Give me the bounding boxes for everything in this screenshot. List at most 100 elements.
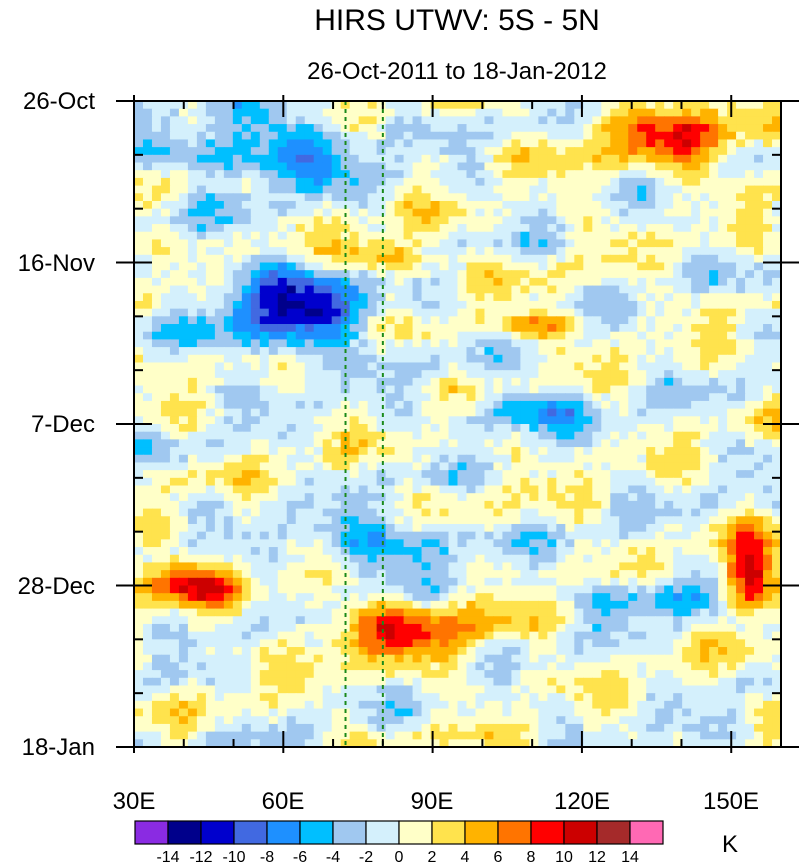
heatmap-cell <box>583 408 593 417</box>
heatmap-cell <box>376 593 387 602</box>
heatmap-cell <box>430 362 441 371</box>
heatmap-cell <box>304 308 315 317</box>
heatmap-cell <box>151 177 162 187</box>
heatmap-cell <box>160 124 171 133</box>
heatmap-cell <box>277 385 288 394</box>
heatmap-cell <box>772 470 781 479</box>
heatmap-cell <box>466 554 477 564</box>
heatmap-cell <box>349 539 360 548</box>
heatmap-cell <box>754 485 764 494</box>
heatmap-cell <box>340 239 351 248</box>
heatmap-cell <box>205 262 216 271</box>
heatmap-cell <box>241 623 252 633</box>
heatmap-cell <box>151 239 162 248</box>
heatmap-cell <box>502 400 513 410</box>
heatmap-cell <box>223 339 234 348</box>
heatmap-cell <box>187 593 198 602</box>
heatmap-cell <box>322 470 333 479</box>
heatmap-cell <box>448 500 459 510</box>
heatmap-cell <box>556 600 566 610</box>
heatmap-cell <box>628 424 638 433</box>
heatmap-cell <box>223 101 234 110</box>
heatmap-cell <box>556 400 566 410</box>
heatmap-cell <box>151 623 162 633</box>
heatmap-cell <box>538 577 548 587</box>
heatmap-cell <box>358 470 369 479</box>
heatmap-cell <box>448 531 459 540</box>
heatmap-cell <box>160 200 171 210</box>
heatmap-cell <box>241 324 252 333</box>
heatmap-cell <box>529 208 539 217</box>
heatmap-cell <box>457 270 468 279</box>
heatmap-cell <box>358 193 369 202</box>
heatmap-cell <box>736 577 746 587</box>
heatmap-cell <box>691 339 701 348</box>
heatmap-cell <box>421 277 432 287</box>
heatmap-cell <box>205 162 216 171</box>
heatmap-cell <box>574 116 584 125</box>
heatmap-cell <box>700 185 710 194</box>
heatmap-cell <box>475 216 486 225</box>
heatmap-cell <box>178 293 189 302</box>
heatmap-cell <box>412 385 423 394</box>
heatmap-cell <box>682 147 692 156</box>
heatmap-cell <box>178 400 189 410</box>
heatmap-cell <box>376 162 387 171</box>
heatmap-cell <box>358 631 369 640</box>
heatmap-cell <box>134 400 144 410</box>
heatmap-cell <box>151 531 162 540</box>
heatmap-cell <box>295 477 306 487</box>
heatmap-cell <box>241 339 252 348</box>
heatmap-cell <box>241 131 252 141</box>
heatmap-cell <box>187 470 198 479</box>
heatmap-cell <box>430 431 441 440</box>
heatmap-cell <box>448 508 459 517</box>
heatmap-cell <box>286 600 297 610</box>
heatmap-cell <box>421 531 432 540</box>
heatmap-cell <box>763 239 773 248</box>
heatmap-cell <box>592 493 602 502</box>
heatmap-cell <box>232 554 243 564</box>
heatmap-cell <box>754 531 764 540</box>
heatmap-cell <box>475 285 486 294</box>
heatmap-cell <box>286 631 297 640</box>
heatmap-cell <box>700 470 710 479</box>
heatmap-cell <box>448 377 459 387</box>
heatmap-cell <box>772 623 781 633</box>
heatmap-cell <box>295 247 306 256</box>
heatmap-cell <box>601 408 611 417</box>
heatmap-cell <box>772 393 781 402</box>
heatmap-cell <box>718 570 728 579</box>
heatmap-cell <box>241 631 252 640</box>
heatmap-cell <box>673 424 683 433</box>
heatmap-cell <box>313 585 324 594</box>
heatmap-cell <box>646 231 656 241</box>
heatmap-cell <box>304 285 315 294</box>
heatmap-cell <box>286 162 297 171</box>
heatmap-cell <box>628 547 638 556</box>
heatmap-cell <box>250 454 261 464</box>
heatmap-cell <box>358 547 369 556</box>
heatmap-cell <box>430 554 441 564</box>
heatmap-cell <box>574 347 584 356</box>
heatmap-cell <box>592 500 602 510</box>
heatmap-cell <box>169 454 180 464</box>
heatmap-cell <box>187 139 198 148</box>
heatmap-cell <box>268 447 279 456</box>
heatmap-cell <box>187 208 198 217</box>
heatmap-cell <box>304 154 315 164</box>
heatmap-cell <box>484 331 495 340</box>
heatmap-cell <box>430 147 441 156</box>
heatmap-cell <box>493 616 504 625</box>
heatmap-cell <box>754 523 764 533</box>
heatmap-cell <box>394 454 405 464</box>
heatmap-cell <box>430 131 441 141</box>
heatmap-cell <box>547 470 557 479</box>
heatmap-cell <box>394 170 405 179</box>
heatmap-cell <box>718 162 728 171</box>
heatmap-cell <box>160 308 171 317</box>
heatmap-cell <box>754 231 764 241</box>
heatmap-cell <box>529 416 539 425</box>
heatmap-cell <box>691 477 701 487</box>
heatmap-cell <box>286 570 297 579</box>
